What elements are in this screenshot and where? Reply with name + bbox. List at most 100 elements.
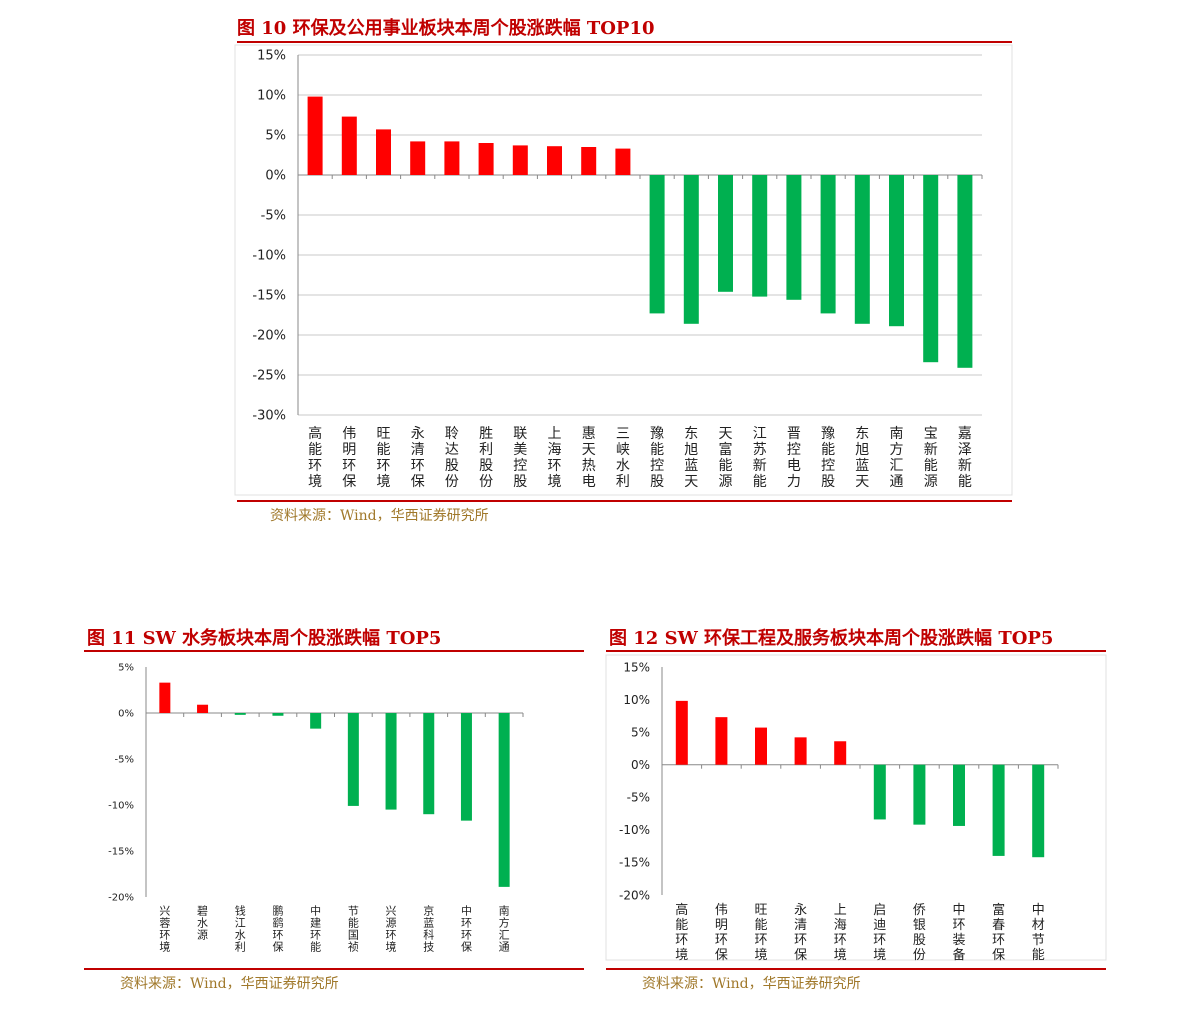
fig11-category-label: 碧水源 (197, 904, 208, 941)
fig10-ytick-label: 10% (257, 89, 286, 104)
fig12-category-label: 伟明环保 (715, 903, 728, 963)
fig11-category-label: 南方汇通 (499, 904, 510, 953)
fig11-category-label: 中建环能 (310, 904, 321, 953)
fig11-bar (347, 713, 359, 806)
fig11-ytick-label: -10% (108, 801, 134, 812)
fig10-bar (341, 116, 357, 175)
fig12-ytick-label: 15% (623, 660, 650, 674)
fig12-plot-frame (605, 654, 1107, 961)
fig10-category-label: 南方汇通 (890, 426, 904, 490)
fig12-category-label: 上海环境 (834, 903, 847, 963)
fig12-title-rule (606, 650, 1106, 652)
fig10-bar (854, 175, 870, 324)
fig10-category-label: 嘉泽新能 (958, 426, 972, 490)
fig12-bar (715, 717, 728, 765)
fig10-bar (547, 146, 562, 175)
fig10-category-label: 江苏新能 (753, 426, 767, 490)
fig10-bar (683, 175, 699, 324)
fig12-category-label: 永清环保 (794, 903, 807, 963)
fig10-title: 图 10 环保及公用事业板块本周个股涨跌幅 TOP10 (237, 18, 655, 39)
fig12-bar (794, 737, 807, 765)
fig10-ytick-label: -20% (252, 329, 286, 344)
fig11-title-rule (84, 650, 584, 652)
fig11-bar (272, 713, 284, 716)
fig10-bar (581, 147, 597, 175)
fig10-source: 资料来源：Wind，华西证券研究所 (270, 508, 489, 524)
fig10-ytick-label: -5% (261, 209, 286, 224)
fig11-chart: 5% 0% -5% -10% -15% -20% 兴蓉环境 碧水源 钱江水利 鹏鹞环保 中建环能 节能… (108, 663, 524, 953)
fig11-category-label: 中环环保 (461, 904, 472, 953)
fig10-ytick-label: 5% (265, 129, 286, 144)
fig10-bar (752, 175, 768, 297)
fig10-bar (307, 96, 323, 175)
fig12-bar (1032, 764, 1045, 858)
fig10-title-rule (237, 41, 1012, 43)
fig12-ytick-label: -15% (619, 856, 650, 870)
fig10-bar (615, 148, 631, 175)
fig10-category-label: 永清环保 (411, 426, 425, 490)
fig11-bar (310, 713, 322, 729)
fig10-category-label: 天富能源 (719, 426, 733, 490)
fig11-bar (234, 713, 246, 715)
fig10-bar (410, 141, 426, 175)
fig12-title: 图 12 SW 环保工程及服务板块本周个股涨跌幅 TOP5 (609, 628, 1054, 649)
fig12-ytick-label: -20% (619, 888, 650, 902)
fig11-category-label: 节能国祯 (348, 904, 359, 953)
fig12-category-label: 旺能环境 (754, 903, 767, 963)
fig10-ytick-label: -10% (252, 249, 286, 264)
fig10-category-label: 宝新能源 (924, 426, 938, 490)
fig12-bar (913, 764, 926, 825)
fig10-bar (376, 129, 391, 175)
fig10-bar (820, 175, 836, 314)
fig12-ytick-label: 5% (631, 725, 650, 739)
fig12-bar (992, 764, 1005, 856)
fig11-source: 资料来源：Wind，华西证券研究所 (120, 976, 339, 992)
fig10-category-label: 伟明环保 (342, 426, 356, 490)
fig10-ytick-label: 0% (265, 169, 286, 184)
fig12-ytick-label: 10% (623, 693, 650, 707)
fig10-bar (957, 175, 973, 368)
fig10-category-label: 晋控电力 (787, 426, 801, 490)
fig11-category-label: 钱江水利 (235, 903, 246, 953)
fig11-category-label: 兴蓉环境 (159, 904, 170, 953)
fig10-category-label: 旺能环境 (377, 426, 391, 490)
fig10-category-label: 惠天热电 (582, 426, 596, 490)
fig12-chart: 15% 10% 5% 0% -5% -10% -15% -20% 高能环境 伟明环保 旺能环境 永清环… (605, 654, 1107, 963)
fig10-bar (923, 175, 939, 363)
fig10-bar (444, 141, 460, 175)
fig12-ytick-label: -10% (619, 823, 650, 837)
fig11-title: 图 11 SW 水务板块本周个股涨跌幅 TOP5 (87, 628, 442, 649)
fig12-bar (873, 764, 886, 820)
fig10-ytick-label: -15% (252, 289, 286, 304)
fig10-category-label: 豫能控股 (650, 426, 664, 490)
fig10-bottom-rule (237, 500, 1012, 502)
fig10-chart: 15% 10% 5% 0% -5% -10% -15% -20% -25% -30% 高能环境 伟明环… (234, 44, 1013, 496)
fig11-bar (423, 713, 435, 815)
fig10-ytick-label: -30% (252, 409, 286, 424)
fig12-category-label: 侨银股份 (913, 903, 926, 963)
fig11-category-label: 鹏鹞环保 (272, 904, 283, 953)
fig10-bar (649, 175, 665, 314)
fig11-bar (385, 713, 397, 810)
fig12-bar (755, 727, 767, 765)
fig12-ytick-label: 0% (631, 758, 650, 772)
fig12-bar (834, 741, 847, 765)
fig11-ytick-label: 5% (118, 663, 134, 674)
fig12-category-label: 中环装备 (952, 903, 965, 963)
fig11-ytick-label: -15% (108, 847, 134, 858)
fig11-bottom-rule (84, 968, 584, 970)
fig10-ytick-label: -25% (252, 369, 286, 384)
fig11-bar (460, 713, 472, 821)
fig11-ytick-label: 0% (118, 709, 134, 720)
fig10-category-label: 三峡水利 (616, 426, 630, 490)
fig11-bar (197, 704, 209, 713)
fig12-bottom-rule (606, 968, 1106, 970)
fig10-bar (786, 175, 802, 300)
fig12-category-label: 富春环保 (992, 902, 1005, 963)
fig11-category-label: 京蓝科技 (423, 903, 434, 953)
fig10-plot-frame (234, 44, 1013, 496)
fig10-bar (889, 175, 904, 327)
fig10-category-label: 东旭蓝天 (855, 426, 869, 490)
fig11-ytick-label: -20% (108, 893, 134, 904)
fig10-ytick-label: 15% (257, 49, 286, 64)
